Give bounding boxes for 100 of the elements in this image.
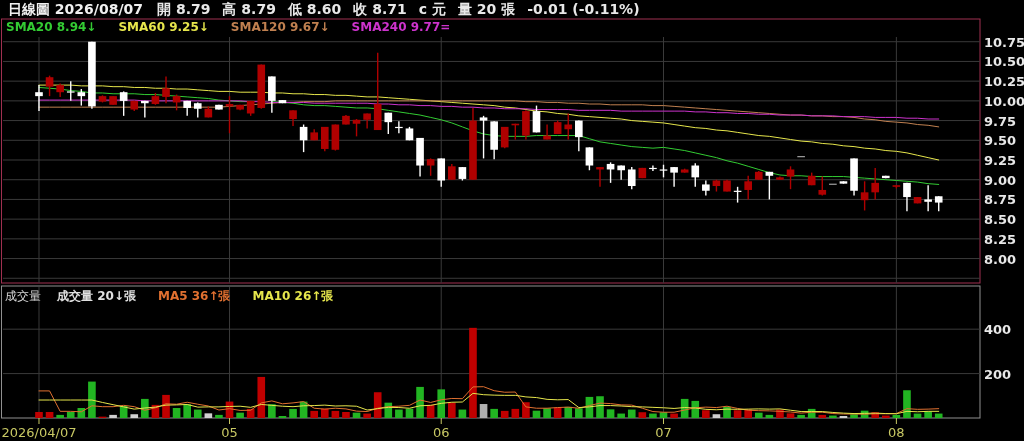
bar: [649, 413, 657, 418]
y-tick-label: 8.75: [984, 192, 1017, 208]
candlestick: [66, 80, 75, 102]
bar: [712, 414, 721, 418]
bar: [172, 408, 181, 418]
text: 收 8.71: [353, 1, 407, 17]
bar: [66, 412, 75, 418]
bar: [924, 411, 932, 418]
y-tick-label: 8.25: [984, 231, 1017, 247]
candlestick: [765, 171, 774, 201]
bar: [204, 413, 213, 418]
y-tick-label: 9.00: [984, 172, 1017, 188]
y-tick-label: 200: [984, 366, 1012, 382]
text: 低 8.60: [286, 1, 342, 17]
text: 成交量 20↓張: [56, 289, 137, 303]
text: -0.01 (-0.11%): [527, 1, 640, 17]
bar: [183, 404, 191, 418]
candlestick: [691, 162, 700, 188]
candlestick: [575, 119, 583, 153]
bar: [35, 412, 43, 418]
text: SMA20 8.94↓: [6, 20, 97, 34]
candlestick: [479, 115, 488, 160]
bar: [575, 408, 583, 418]
y-tick-label: 9.25: [984, 153, 1017, 168]
bar: [786, 413, 795, 418]
x-tick-label: 07: [655, 425, 672, 440]
candlestick: [670, 166, 678, 188]
bar: [448, 402, 456, 418]
line-series: [38, 392, 940, 415]
candlestick: [924, 184, 932, 212]
candlestick: [744, 175, 752, 201]
text: 高 8.79: [222, 1, 276, 17]
text: c 元: [418, 1, 446, 17]
bar: [363, 413, 371, 418]
bar: [236, 412, 244, 418]
bar: [627, 409, 636, 418]
candlestick: [437, 157, 446, 188]
bar: [733, 410, 742, 418]
chart-title: 日線圖 2026/08/07: [8, 1, 144, 17]
text: SMA60 9.25↓: [118, 20, 209, 34]
y-tick-label: 8.00: [984, 251, 1017, 267]
text: MA5 36↑張: [157, 289, 232, 303]
y-tick-label: 9.50: [984, 133, 1017, 149]
text: 開 8.79: [157, 1, 211, 17]
x-tick-label: 2026/04/07: [1, 425, 77, 440]
bar: [246, 408, 255, 418]
bar: [88, 381, 96, 418]
line-series: [38, 386, 940, 415]
y-tick-label: 8.50: [984, 212, 1017, 228]
y-tick-label: 10.25: [984, 74, 1024, 90]
candlestick: [627, 166, 636, 190]
bar: [310, 410, 319, 418]
bar: [56, 414, 64, 418]
y-tick-label: 400: [984, 322, 1012, 338]
x-tick-label: 06: [432, 425, 450, 440]
bar: [702, 410, 710, 418]
line-series: [38, 100, 940, 128]
bar: [109, 414, 117, 418]
y-tick-label: 10.50: [984, 54, 1024, 70]
x-tick-label: 05: [221, 425, 238, 440]
bar: [797, 414, 805, 418]
bar: [331, 410, 340, 418]
bar: [257, 376, 266, 418]
bar: [490, 408, 498, 418]
bar: [818, 414, 827, 418]
chart-title: 成交量: [5, 289, 41, 303]
bar: [617, 413, 625, 418]
bar: [373, 392, 382, 418]
bar: [289, 408, 297, 418]
candlestick: [543, 123, 551, 141]
bar: [416, 386, 424, 418]
bar: [543, 408, 551, 418]
candlestick: [45, 74, 54, 97]
bar: [479, 404, 488, 418]
x-tick-label: 08: [888, 425, 905, 440]
candlestick: [532, 104, 541, 134]
candlestick: [860, 180, 869, 212]
y-tick-label: 10.00: [984, 93, 1024, 109]
candlestick: [871, 167, 880, 201]
candlestick: [585, 146, 594, 171]
bar: [564, 406, 573, 418]
candlestick: [35, 84, 43, 112]
bar: [500, 410, 509, 418]
candlestick: [903, 182, 911, 212]
text: MA10 26↑張: [252, 289, 335, 303]
bar: [395, 409, 403, 418]
bar: [754, 412, 763, 418]
candlestick: [786, 165, 795, 190]
bar: [215, 414, 223, 418]
candlestick: [162, 75, 170, 104]
candlestick: [119, 90, 128, 117]
y-tick-label: 10.75: [984, 34, 1024, 50]
bar: [320, 408, 329, 418]
bar: [606, 409, 615, 418]
bar: [437, 389, 446, 418]
y-tick-label: 9.75: [984, 113, 1017, 129]
bar: [45, 412, 54, 418]
bar: [193, 409, 202, 418]
bar: [934, 413, 943, 418]
bar: [670, 413, 678, 418]
